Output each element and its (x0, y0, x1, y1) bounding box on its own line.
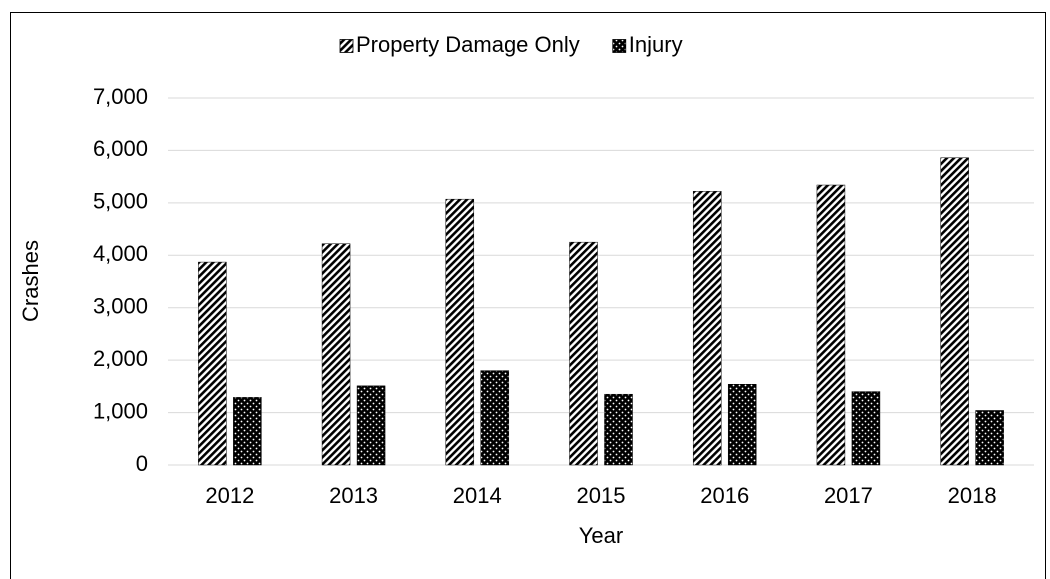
y-tick-label: 6,000 (93, 136, 148, 161)
y-tick-label: 7,000 (93, 84, 148, 109)
bar (321, 243, 351, 466)
x-tick-label: 2017 (824, 483, 873, 508)
bar (356, 385, 386, 466)
x-tick-label: 2016 (700, 483, 749, 508)
y-tick-label: 0 (136, 451, 148, 476)
bar (692, 191, 722, 466)
bar (975, 410, 1004, 466)
bar (816, 184, 846, 466)
y-axis-label: Crashes (18, 240, 43, 322)
x-tick-label: 2015 (577, 483, 626, 508)
y-tick-label: 1,000 (93, 398, 148, 423)
bar (480, 370, 510, 466)
y-tick-label: 5,000 (93, 189, 148, 214)
legend-label: Property Damage Only (356, 32, 580, 57)
legend-swatch (339, 39, 354, 53)
x-axis-label: Year (579, 523, 623, 548)
bar (940, 157, 969, 466)
bar (569, 241, 598, 466)
y-tick-label: 2,000 (93, 346, 148, 371)
bar (604, 393, 633, 466)
bar (727, 384, 757, 466)
y-tick-label: 3,000 (93, 294, 148, 319)
chart-frame (10, 12, 1046, 579)
x-tick-label: 2014 (453, 483, 502, 508)
y-tick-label: 4,000 (93, 241, 148, 266)
x-tick-label: 2018 (948, 483, 997, 508)
legend-swatch (612, 39, 627, 53)
x-tick-label: 2012 (205, 483, 254, 508)
legend-label: Injury (629, 32, 683, 57)
bar (445, 198, 475, 466)
x-tick-label: 2013 (329, 483, 378, 508)
bar (233, 397, 262, 466)
bar (851, 391, 881, 466)
bar (198, 261, 227, 466)
